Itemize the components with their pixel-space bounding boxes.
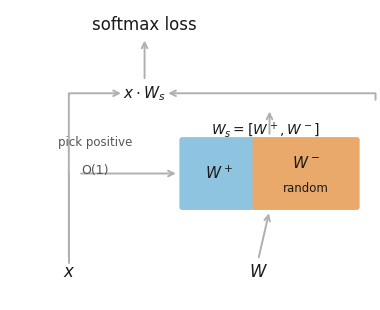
FancyBboxPatch shape [253,137,359,210]
Text: $x \cdot W_s$: $x \cdot W_s$ [123,84,166,103]
Text: $W^-$: $W^-$ [292,155,320,171]
Text: $x$: $x$ [63,264,75,281]
Text: pick positive: pick positive [58,136,133,149]
Text: $W^+$: $W^+$ [205,165,233,182]
FancyBboxPatch shape [179,137,259,210]
Text: $W$: $W$ [249,264,268,281]
Text: softmax loss: softmax loss [92,16,197,34]
Text: random: random [283,182,329,195]
Text: O(1): O(1) [82,164,109,177]
Text: $W_s = [W^+, W^-]$: $W_s = [W^+, W^-]$ [211,121,320,140]
